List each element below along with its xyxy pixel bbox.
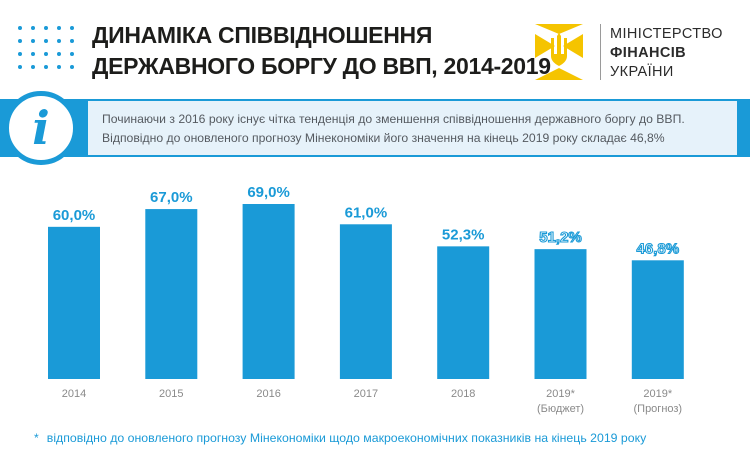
- decorative-dot: [57, 26, 61, 30]
- info-panel: [88, 101, 737, 155]
- decorative-dot: [70, 39, 74, 43]
- decorative-dot: [44, 65, 48, 69]
- bar-3: [339, 224, 392, 379]
- logo-line-3: УКРАЇНИ: [610, 64, 674, 80]
- x-tick-label-4: 2018: [451, 388, 475, 400]
- info-icon: i: [32, 101, 50, 155]
- decorative-dot: [57, 52, 61, 56]
- debt-to-gdp-bar-chart: 60,0% 2014 67,0% 2015 69,0% 2016 61,0% 2017 52,3…: [48, 184, 684, 415]
- trident-emblem-icon: [535, 24, 583, 80]
- info-line-1: Починаючи з 2016 року існує чітка тенден…: [102, 112, 685, 126]
- data-label-5: 51,2%: [539, 229, 582, 246]
- data-label-4: 52,3%: [442, 226, 485, 243]
- footnote-star: *: [34, 431, 39, 445]
- info-icon-circle: [4, 91, 78, 165]
- data-label-6: 46,8%: [637, 240, 680, 257]
- decorative-dot: [18, 26, 22, 30]
- bar-6: [631, 260, 684, 379]
- data-label-1: 67,0%: [150, 189, 193, 206]
- bar-1: [145, 209, 198, 379]
- decorative-dot: [57, 39, 61, 43]
- decorative-dot: [18, 65, 22, 69]
- bar-2: [242, 204, 295, 379]
- x-tick-label-3: 2017: [354, 388, 378, 400]
- x-tick-sublabel-6: (Прогноз): [634, 403, 683, 415]
- decorative-dot: [31, 39, 35, 43]
- logo-separator: [600, 24, 601, 80]
- logo-line-1: МІНІСТЕРСТВО: [610, 26, 723, 42]
- info-line-2: Відповідно до оновленого прогнозу Мінеко…: [102, 131, 665, 145]
- bar-4: [437, 246, 490, 379]
- ministry-logo: МІНІСТЕРСТВО ФІНАНСІВ УКРАЇНИ: [531, 22, 741, 84]
- x-tick-label-1: 2015: [159, 388, 183, 400]
- x-tick-sublabel-5: (Бюджет): [537, 403, 584, 415]
- footnote: * відповідно до оновленого прогнозу Мінек…: [34, 431, 646, 445]
- decorative-dot: [57, 65, 61, 69]
- bar-5: [534, 249, 587, 379]
- logo-line-2: ФІНАНСІВ: [610, 45, 686, 61]
- data-label-2: 69,0%: [247, 184, 290, 201]
- decorative-dot: [44, 26, 48, 30]
- bar-0: [48, 226, 100, 379]
- page-title: ДИНАМІКА СПІВВІДНОШЕННЯ ДЕРЖАВНОГО БОРГУ…: [92, 20, 551, 82]
- x-tick-label-2: 2016: [256, 388, 280, 400]
- decorative-dot: [44, 52, 48, 56]
- decorative-dot: [18, 52, 22, 56]
- decorative-dot: [70, 65, 74, 69]
- info-text: Починаючи з 2016 року існує чітка тенден…: [102, 110, 732, 148]
- decorative-dot: [31, 26, 35, 30]
- data-label-3: 61,0%: [345, 204, 388, 221]
- data-label-0: 60,0%: [53, 207, 96, 224]
- decorative-dot: [31, 52, 35, 56]
- footnote-text: відповідно до оновленого прогнозу Мінеко…: [46, 431, 647, 445]
- x-tick-label-6: 2019*: [643, 388, 672, 400]
- decorative-dot: [70, 52, 74, 56]
- decorative-dot: [18, 39, 22, 43]
- title-line-1: ДИНАМІКА СПІВВІДНОШЕННЯ: [92, 22, 433, 48]
- x-tick-label-0: 2014: [62, 388, 86, 400]
- decorative-dot: [31, 65, 35, 69]
- decorative-dot: [44, 39, 48, 43]
- x-tick-label-5: 2019*: [546, 388, 575, 400]
- decorative-dot: [70, 26, 74, 30]
- title-line-2: ДЕРЖАВНОГО БОРГУ ДО ВВП, 2014-2019: [92, 53, 551, 79]
